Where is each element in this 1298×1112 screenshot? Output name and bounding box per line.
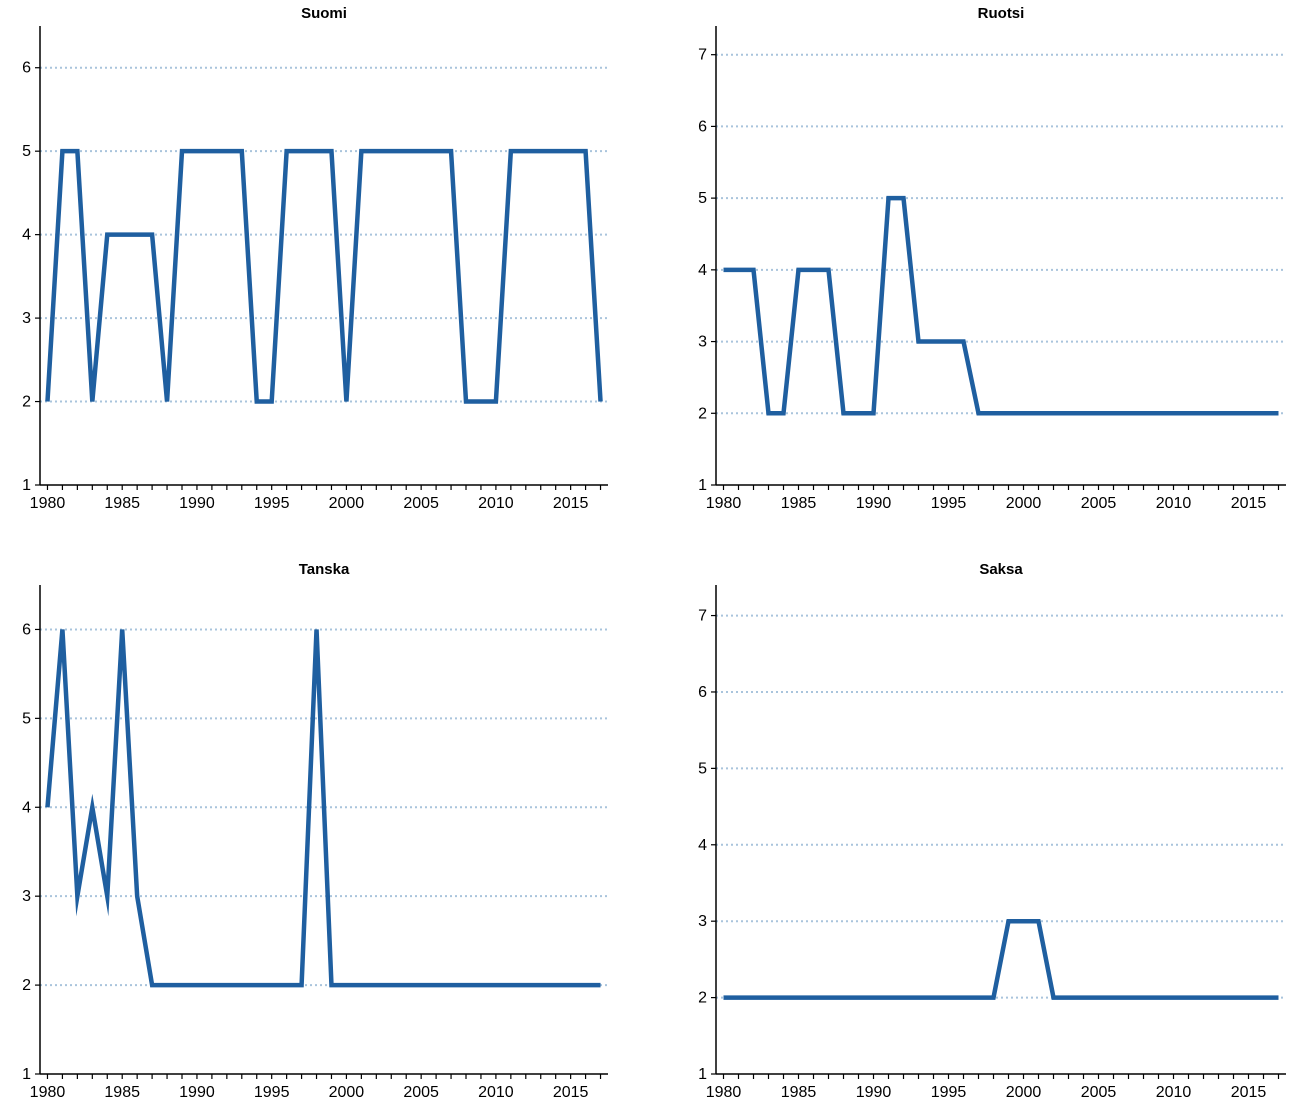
y-tick-label-3: 3 <box>22 310 31 327</box>
x-tick-label-2015: 2015 <box>553 1084 589 1101</box>
y-tick-label-2: 2 <box>698 405 707 422</box>
x-tick-label-2010: 2010 <box>478 495 514 512</box>
y-tick-label-1: 1 <box>698 477 707 494</box>
y-tick-label-2: 2 <box>698 990 707 1007</box>
y-tick-label-3: 3 <box>22 888 31 905</box>
x-tick-label-2010: 2010 <box>1156 1084 1192 1101</box>
x-tick-label-2000: 2000 <box>1006 495 1042 512</box>
y-tick-label-7: 7 <box>698 47 707 64</box>
y-tick-label-6: 6 <box>698 118 707 135</box>
y-tick-label-4: 4 <box>698 837 707 854</box>
x-tick-label-1985: 1985 <box>104 495 140 512</box>
x-tick-label-2000: 2000 <box>329 495 365 512</box>
x-tick-label-2015: 2015 <box>1231 1084 1267 1101</box>
x-tick-label-1990: 1990 <box>179 495 215 512</box>
series-line-suomi <box>45 148 603 404</box>
x-tick-label-2010: 2010 <box>1156 495 1192 512</box>
y-tick-label-2: 2 <box>22 977 31 994</box>
y-tick-label-1: 1 <box>22 1066 31 1083</box>
x-tick-label-2005: 2005 <box>403 1084 439 1101</box>
chart-title: Tanska <box>299 561 350 578</box>
x-tick-label-1995: 1995 <box>931 1084 967 1101</box>
y-tick-label-6: 6 <box>22 60 31 77</box>
chart-panel-suomi: Suomi 1 2 3 4 5 6 1980 1985 1990 1995 2000 2005 2010 2… <box>22 5 608 512</box>
chart-panel-tanska: Tanska 1 2 3 4 5 6 1980 1985 1990 1995 2000 2005 2010… <box>22 561 608 1101</box>
chart-panel-saksa: Saksa 1 2 3 4 5 6 7 1980 1985 1990 1995 2000 2005 2010… <box>698 561 1286 1101</box>
x-tick-label-1980: 1980 <box>706 495 742 512</box>
x-tick-label-1990: 1990 <box>856 495 892 512</box>
chart-title: Suomi <box>301 5 347 22</box>
x-tick-label-1995: 1995 <box>254 1084 290 1101</box>
x-tick-label-1980: 1980 <box>30 495 66 512</box>
y-tick-label-5: 5 <box>698 190 707 207</box>
x-tick-label-2015: 2015 <box>1231 495 1267 512</box>
x-tick-label-2005: 2005 <box>1081 1084 1117 1101</box>
y-tick-label-6: 6 <box>22 621 31 638</box>
y-tick-label-4: 4 <box>22 799 31 816</box>
y-tick-label-5: 5 <box>22 143 31 160</box>
y-tick-label-2: 2 <box>22 394 31 411</box>
y-tick-label-1: 1 <box>698 1066 707 1083</box>
x-tick-label-2015: 2015 <box>553 495 589 512</box>
chart-title: Ruotsi <box>978 5 1025 22</box>
y-tick-label-5: 5 <box>22 710 31 727</box>
y-tick-label-6: 6 <box>698 684 707 701</box>
y-tick-label-4: 4 <box>22 227 31 244</box>
x-tick-label-1980: 1980 <box>706 1084 742 1101</box>
x-tick-label-1990: 1990 <box>179 1084 215 1101</box>
series-line-saksa <box>723 918 1279 1000</box>
y-tick-label-7: 7 <box>698 608 707 625</box>
y-tick-label-3: 3 <box>698 913 707 930</box>
x-tick-label-2010: 2010 <box>478 1084 514 1101</box>
y-tick-label-1: 1 <box>22 477 31 494</box>
chart-title: Saksa <box>979 561 1023 578</box>
y-tick-label-5: 5 <box>698 760 707 777</box>
x-tick-label-1990: 1990 <box>856 1084 892 1101</box>
y-tick-label-4: 4 <box>698 262 707 279</box>
x-tick-label-1995: 1995 <box>254 495 290 512</box>
x-tick-label-1985: 1985 <box>781 1084 817 1101</box>
y-tick-label-3: 3 <box>698 334 707 351</box>
x-tick-label-2005: 2005 <box>403 495 439 512</box>
x-tick-label-2005: 2005 <box>1081 495 1117 512</box>
x-tick-label-1995: 1995 <box>931 495 967 512</box>
chart-panel-ruotsi: Ruotsi 1 2 3 4 5 6 7 1980 1985 1990 1995 2000 2005 201… <box>698 5 1286 512</box>
x-tick-label-1985: 1985 <box>781 495 817 512</box>
x-tick-label-1985: 1985 <box>104 1084 140 1101</box>
series-line-ruotsi <box>723 195 1279 416</box>
x-tick-label-1980: 1980 <box>30 1084 66 1101</box>
series-line-tanska <box>45 629 601 988</box>
x-tick-label-2000: 2000 <box>329 1084 365 1101</box>
x-tick-label-2000: 2000 <box>1006 1084 1042 1101</box>
